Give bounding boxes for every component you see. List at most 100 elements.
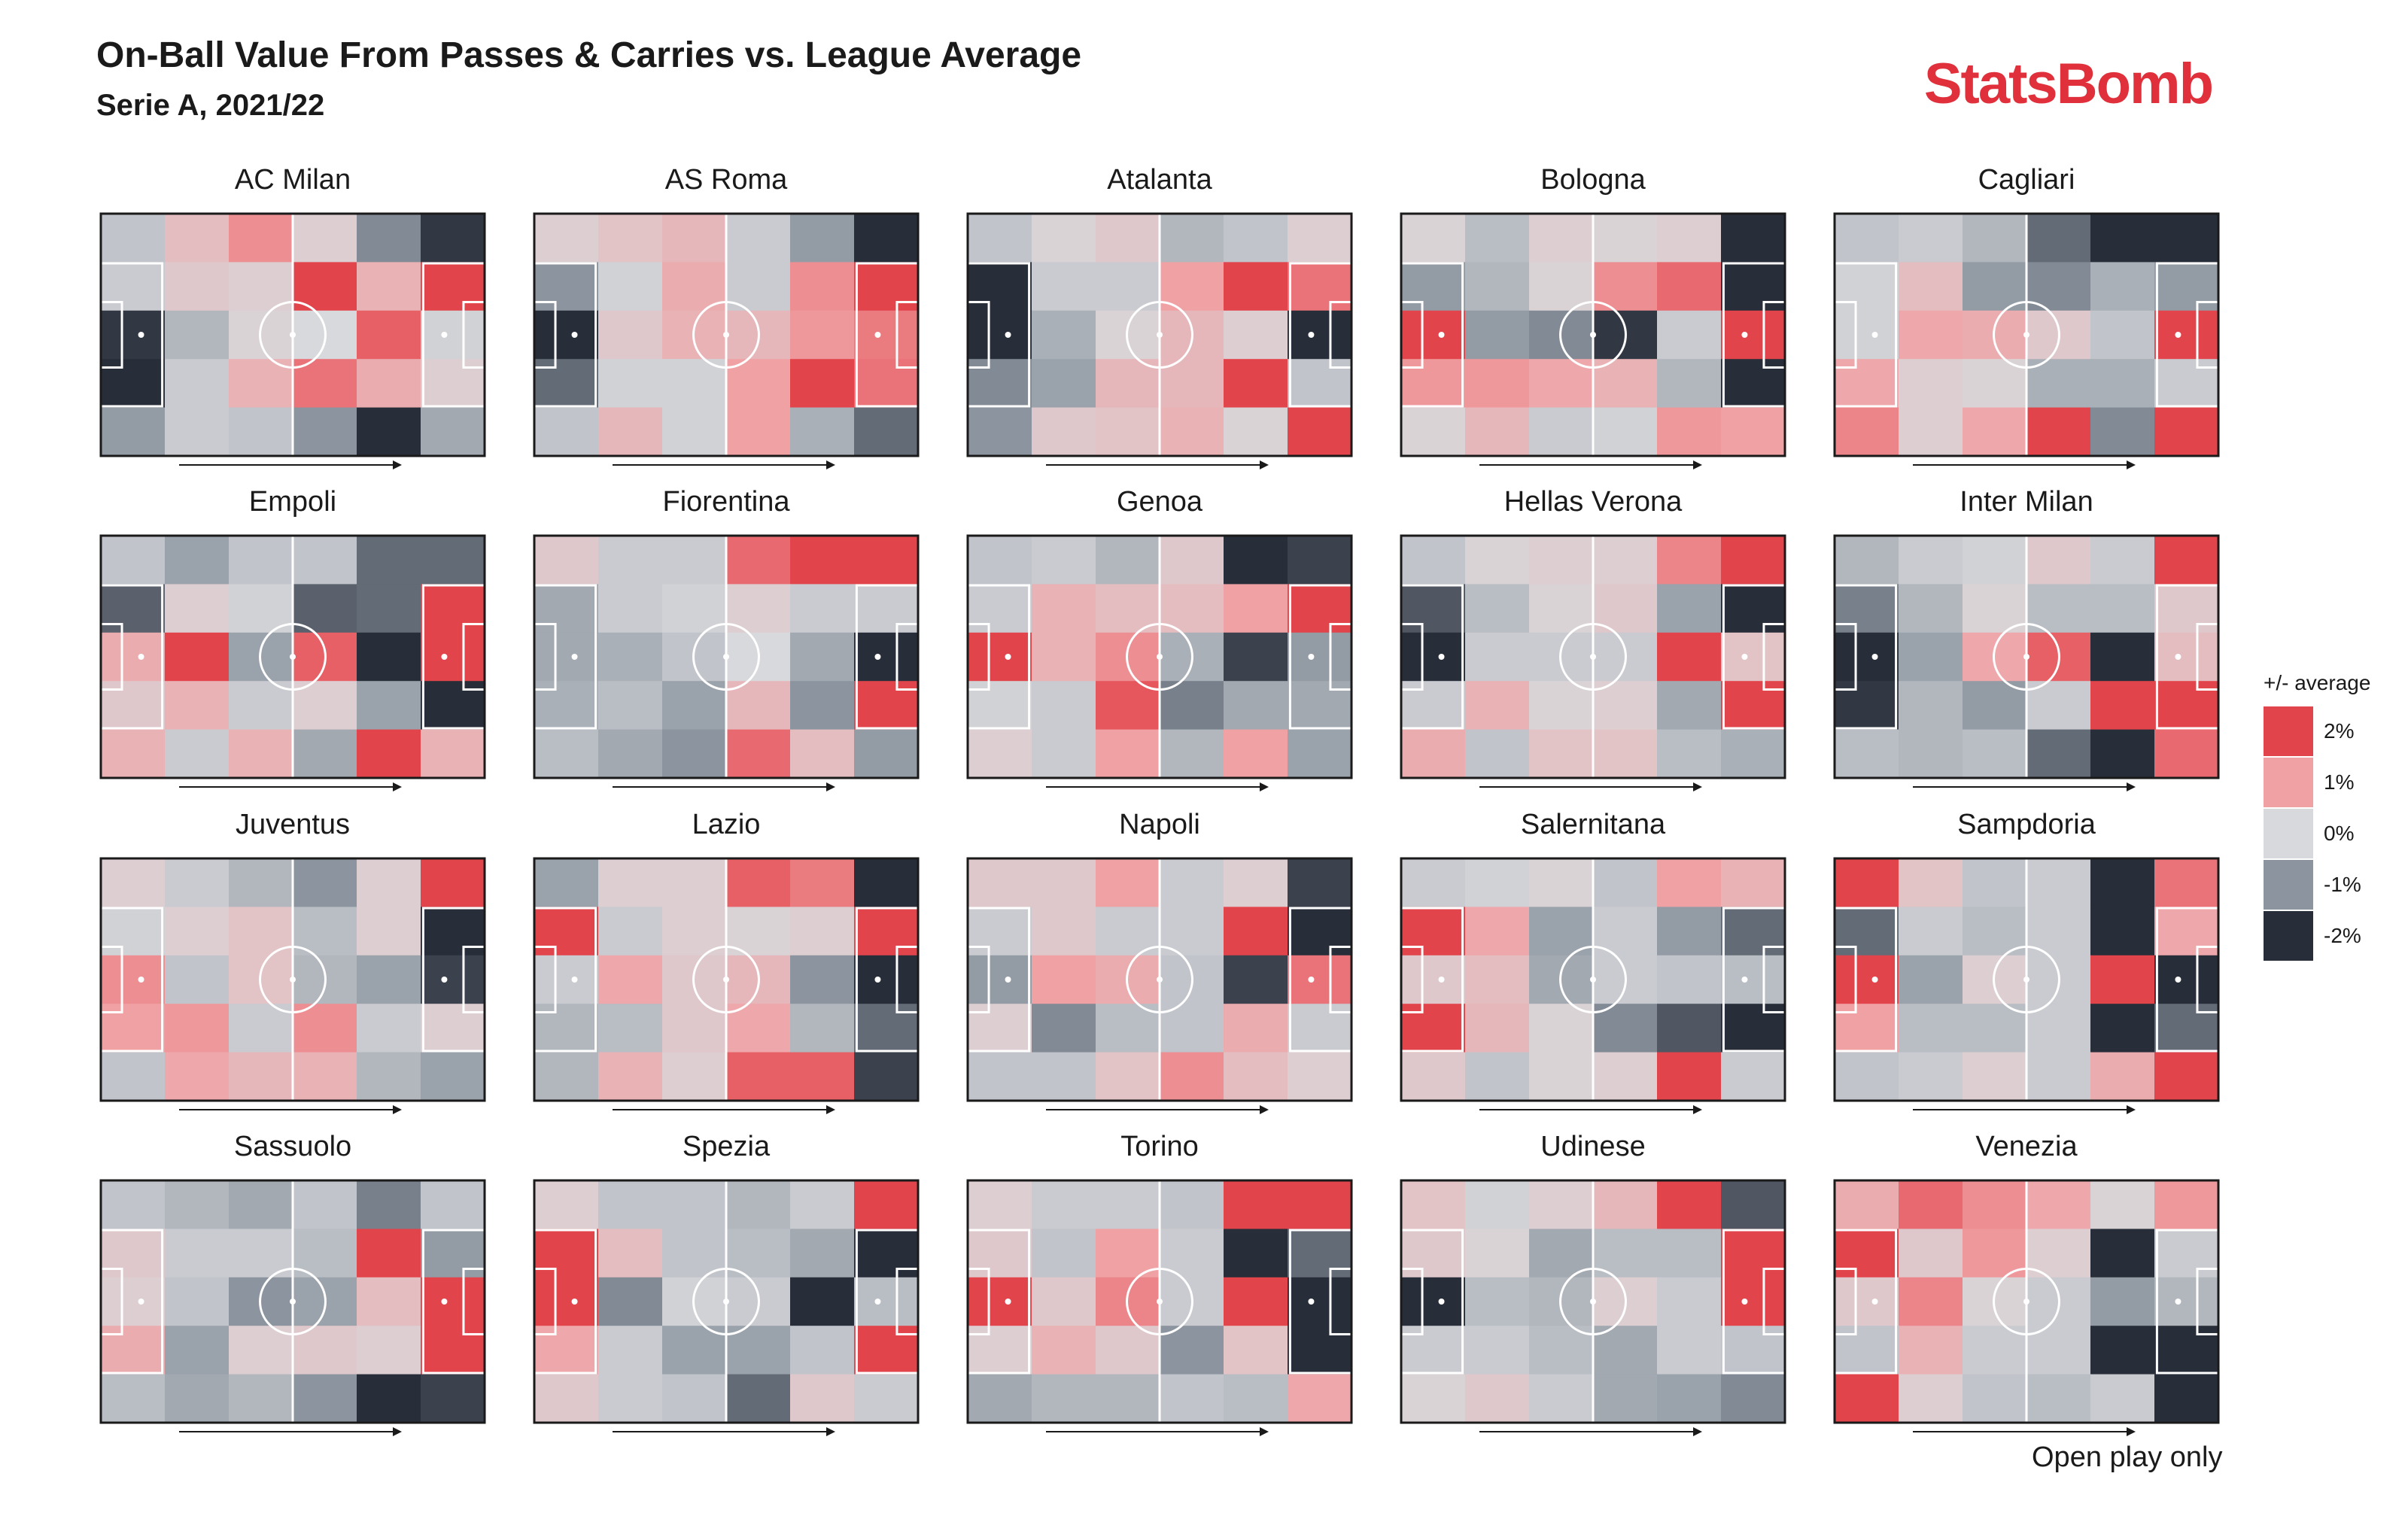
heat-cell [2090, 1004, 2155, 1053]
heat-cell [598, 262, 663, 311]
heat-cell [1721, 681, 1786, 731]
heat-cell [726, 214, 791, 263]
heat-cell [293, 407, 357, 457]
heat-cell [1963, 407, 2027, 457]
heat-cell [1032, 1180, 1096, 1229]
center-circle [1993, 946, 2060, 1013]
heat-cell [662, 858, 727, 907]
heat-cell [1593, 536, 1658, 585]
heat-cell [1032, 262, 1096, 311]
left-penalty-spot [1005, 332, 1011, 338]
heat-cell [1401, 955, 1466, 1004]
heat-cell [534, 1004, 599, 1053]
heat-cell [2026, 1180, 2091, 1229]
heat-cell [357, 632, 421, 682]
center-circle [259, 946, 327, 1013]
heat-cell [1032, 1052, 1096, 1101]
heat-cell [1593, 1004, 1658, 1053]
heat-cell [1835, 584, 1899, 633]
center-spot [290, 977, 296, 983]
right-penalty-spot [441, 1299, 448, 1305]
heat-cell [1224, 214, 1288, 263]
heat-cell [2154, 955, 2219, 1004]
team-name: Napoli [1119, 809, 1200, 840]
heat-cell [968, 536, 1032, 585]
heat-cell [2090, 1229, 2155, 1278]
heat-cell [662, 214, 727, 263]
heat-cell [1899, 536, 1963, 585]
heat-cell [598, 907, 663, 956]
heat-cell [101, 1229, 166, 1278]
pitch-heatmap [966, 1179, 1353, 1436]
pitch-border [1400, 857, 1786, 1102]
pitch-border [99, 857, 486, 1102]
pitch-border [533, 534, 920, 779]
heat-cell [662, 1374, 727, 1423]
heat-cell [229, 729, 293, 779]
heat-cell [101, 407, 166, 457]
heat-cell [1401, 1052, 1466, 1101]
heat-cell [2090, 632, 2155, 682]
heat-cell [1657, 310, 1722, 360]
heat-cell [1963, 214, 2027, 263]
heat-cell [854, 1277, 919, 1326]
heat-cell [1224, 681, 1288, 731]
heat-cell [2090, 955, 2155, 1004]
heat-cell [1160, 858, 1224, 907]
heat-cell [1224, 1326, 1288, 1375]
heat-cell [1835, 681, 1899, 731]
heat-cell [2090, 536, 2155, 585]
legend-item: -2% [2264, 910, 2370, 961]
heat-cell [790, 1326, 855, 1375]
heat-cell [1401, 681, 1466, 731]
heat-cell [1835, 858, 1899, 907]
heat-cell [421, 214, 485, 263]
heat-cell [1529, 214, 1594, 263]
pitch-border [966, 212, 1353, 457]
heat-cell [1721, 955, 1786, 1004]
heat-cell [1224, 1004, 1288, 1053]
heat-cell [1401, 1180, 1466, 1229]
heat-cell [1529, 1180, 1594, 1229]
heat-cell [1657, 729, 1722, 779]
team-name: Atalanta [1107, 164, 1212, 196]
heat-cell [229, 1004, 293, 1053]
heat-cell [1593, 1180, 1658, 1229]
heat-cell [421, 584, 485, 633]
center-circle [1126, 623, 1193, 691]
heat-cell [421, 681, 485, 731]
team-name: AC Milan [234, 164, 351, 196]
heat-cell [1160, 1326, 1224, 1375]
right-penalty-spot [2175, 977, 2181, 983]
right-penalty-spot [441, 332, 448, 338]
heat-cell [1899, 955, 1963, 1004]
legend-item: 2% [2264, 706, 2370, 757]
legend-swatch [2264, 860, 2313, 910]
team-name: Venezia [1975, 1131, 2078, 1162]
heat-cell [1401, 584, 1466, 633]
heat-cell [357, 729, 421, 779]
heat-cell [229, 407, 293, 457]
heat-cell [598, 632, 663, 682]
heat-cell [726, 681, 791, 731]
heat-cell [2026, 359, 2091, 409]
pitch-heatmap [1833, 534, 2220, 791]
heat-cell [293, 1326, 357, 1375]
heat-cell [165, 1277, 230, 1326]
heat-cell [790, 632, 855, 682]
heat-cell [968, 1374, 1032, 1423]
heat-cell [1593, 681, 1658, 731]
heat-cell [598, 359, 663, 409]
pitch-heatmap [966, 212, 1353, 469]
heat-cell [357, 1004, 421, 1053]
left-penalty-spot [138, 977, 144, 983]
heat-cell [293, 681, 357, 731]
heat-cell [1529, 1052, 1594, 1101]
heat-cell [421, 729, 485, 779]
heat-cell [357, 681, 421, 731]
heat-cell [1529, 536, 1594, 585]
center-spot [1157, 332, 1163, 338]
legend-label: 1% [2324, 770, 2355, 794]
heat-cell [229, 359, 293, 409]
legend-swatch [2264, 758, 2313, 807]
